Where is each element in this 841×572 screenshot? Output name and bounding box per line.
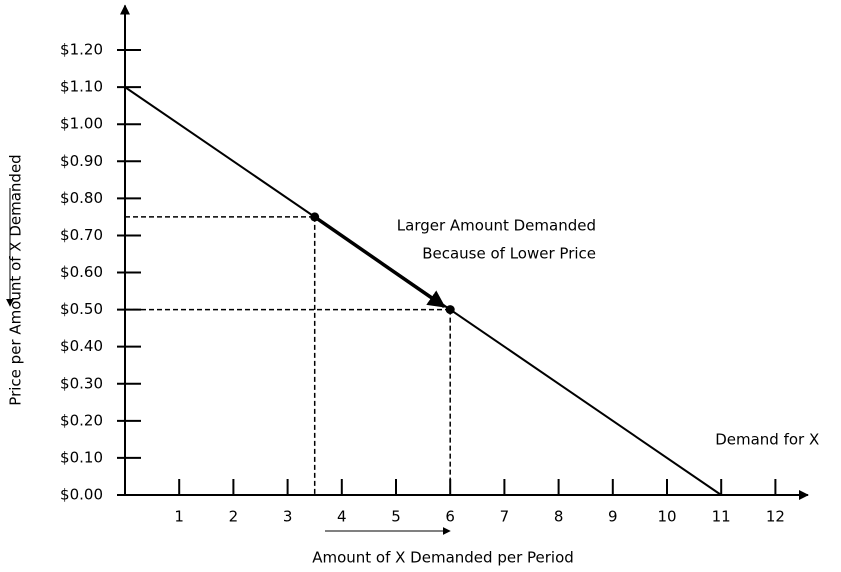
x-tick-label: 9 [608, 508, 618, 526]
x-tick-label: 4 [337, 508, 347, 526]
y-tick-label: $0.90 [60, 152, 103, 170]
y-tick-label: $1.20 [60, 41, 103, 59]
annotation: Because of Lower Price [422, 245, 596, 263]
point [445, 305, 455, 315]
x-tick-label: 11 [712, 508, 731, 526]
y-axis-label: Price per Amount of X Demanded [7, 154, 25, 405]
x-axis-label: Amount of X Demanded per Period [312, 549, 574, 567]
y-tick-label: $0.30 [60, 374, 103, 392]
y-tick-label: $0.80 [60, 189, 103, 207]
annotation: Larger Amount Demanded [397, 217, 596, 235]
x-tick-label: 6 [445, 508, 455, 526]
y-tick-label: $0.60 [60, 263, 103, 281]
y-tick-label: $1.00 [60, 115, 103, 133]
movement-arrow [313, 215, 446, 309]
x-tick-label: 7 [500, 508, 510, 526]
x-tick-label: 1 [174, 508, 184, 526]
x-tick-label: 10 [657, 508, 676, 526]
y-tick-label: $0.50 [60, 300, 103, 318]
x-tick-label: 3 [283, 508, 293, 526]
series-label: Demand for X [715, 431, 819, 449]
y-tick-label: $0.20 [60, 411, 103, 429]
point [310, 212, 320, 222]
y-tick-label: $1.10 [60, 78, 103, 96]
x-tick-label: 12 [766, 508, 785, 526]
x-tick-label: 2 [229, 508, 239, 526]
y-tick-label: $0.00 [60, 486, 103, 504]
x-tick-label: 5 [391, 508, 401, 526]
y-tick-label: $0.10 [60, 448, 103, 466]
x-tick-label: 8 [554, 508, 564, 526]
y-tick-label: $0.70 [60, 226, 103, 244]
y-tick-label: $0.40 [60, 337, 103, 355]
